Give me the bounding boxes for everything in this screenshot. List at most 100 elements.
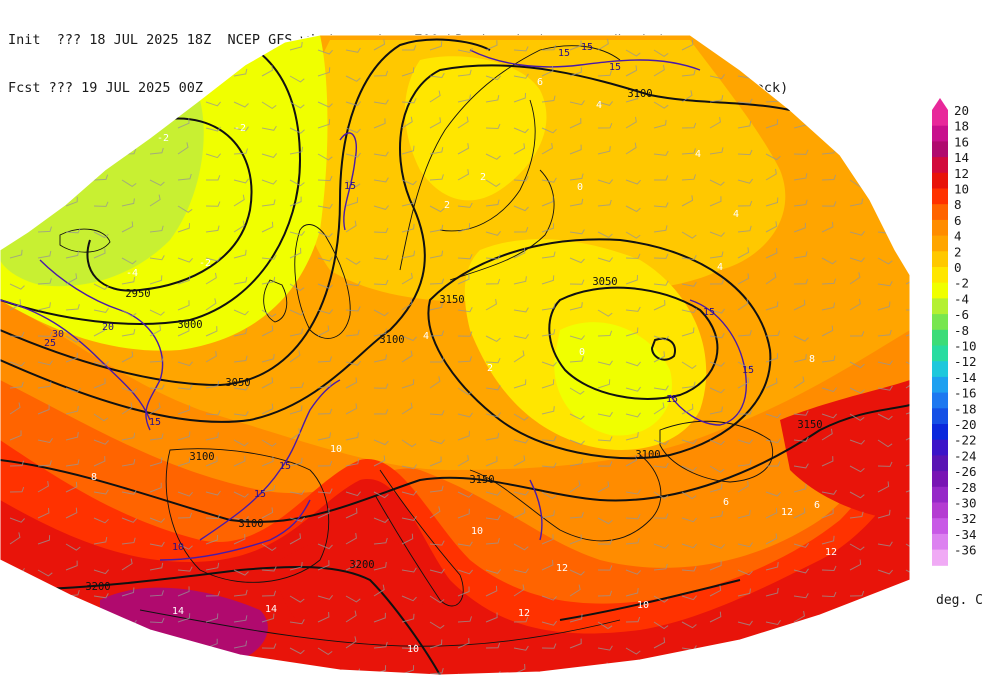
wind-barb (121, 647, 137, 654)
wind-barb (821, 621, 837, 628)
colorbar-tick-label: 12 (954, 166, 969, 181)
wind-barb (289, 41, 303, 51)
temperature-label: -2 (234, 123, 246, 134)
wind-barb (625, 116, 637, 129)
colorbar-tick-label: -10 (954, 339, 977, 354)
wind-barb (625, 616, 641, 623)
wind-barb (373, 279, 389, 286)
wind-barb (373, 641, 388, 649)
colorbar-swatch (932, 455, 948, 472)
wind-barb (793, 673, 809, 675)
wind-barb (681, 39, 694, 51)
wind-barb (429, 439, 445, 445)
wind-barb (681, 465, 697, 472)
wind-barb (9, 673, 25, 675)
wind-barb (261, 325, 274, 337)
wind-barb (653, 513, 669, 519)
wind-barb (205, 456, 218, 467)
wind-barb (765, 673, 781, 675)
wind-barb (261, 153, 277, 158)
wind-barb (877, 281, 893, 287)
wind-barb (709, 465, 725, 473)
wind-barb (513, 543, 529, 551)
wind-barb (37, 196, 50, 207)
wind-barb (9, 589, 24, 597)
wind-barb (597, 146, 611, 155)
wind-barb (765, 197, 779, 207)
wind-barb (765, 75, 781, 83)
wind-barb (877, 153, 893, 161)
wind-barb (65, 93, 79, 103)
wind-barb (569, 458, 584, 467)
wind-barb (485, 515, 501, 521)
temperature-label: 2 (487, 363, 493, 374)
temperature-label: 0 (579, 347, 585, 358)
wind-barb (709, 147, 724, 155)
wind-barb (793, 68, 807, 77)
wind-barb (261, 221, 274, 233)
wind-barb (401, 665, 415, 675)
wind-barb (317, 309, 333, 315)
wind-barb (289, 75, 305, 83)
wind-barb (625, 386, 642, 392)
wind-barb (121, 459, 136, 467)
wind-barb (597, 38, 609, 51)
wind-barb (65, 459, 80, 467)
wind-barb (765, 40, 778, 51)
wind-barb (37, 250, 52, 259)
wind-barb (709, 196, 722, 207)
wind-barb (737, 588, 751, 597)
temperature-label: -2 (199, 258, 211, 269)
wind-barb (905, 75, 910, 82)
wind-barb (93, 673, 109, 675)
wind-barb (681, 254, 697, 261)
wind-barb (849, 71, 865, 77)
wind-barb (737, 298, 749, 311)
wind-barb (149, 663, 161, 675)
wind-barb (345, 75, 361, 82)
wind-barb (9, 299, 22, 311)
coastline-balkans (469, 454, 662, 542)
wind-barb (737, 542, 753, 548)
wind-barb (401, 335, 417, 342)
wind-barb (513, 507, 526, 519)
wind-barb (737, 644, 753, 650)
height-contour-label: 3150 (439, 294, 464, 306)
wind-barb (625, 93, 639, 103)
wind-barb (849, 257, 865, 263)
wind-barb (429, 456, 442, 467)
wind-barb (821, 355, 836, 363)
wind-barb (597, 621, 613, 630)
wind-barb (597, 481, 610, 493)
wind-barb (765, 413, 781, 419)
wind-barb (541, 379, 555, 389)
wind-barb (9, 486, 25, 493)
wind-barb (653, 280, 669, 286)
wind-barb (65, 304, 80, 311)
wind-barb (513, 227, 529, 233)
wind-barb (289, 382, 304, 389)
wind-barb (569, 67, 582, 77)
wind-barb (289, 230, 305, 236)
colorbar-swatch (932, 282, 948, 299)
wind-barb (65, 560, 78, 571)
wind-barb (569, 413, 585, 420)
wind-barb (877, 673, 893, 675)
wind-barb (373, 99, 389, 105)
wind-barb (429, 302, 443, 311)
temperature-label: 6 (537, 77, 543, 88)
wind-barb (709, 647, 725, 654)
wind-barb (765, 221, 778, 233)
temperature-shading (0, 35, 910, 675)
wind-barb (766, 461, 781, 467)
wind-barb (849, 590, 865, 597)
colorbar-arrow (932, 98, 948, 110)
temperature-label: 4 (733, 209, 739, 220)
wind-barb (793, 91, 806, 103)
coastlines (59, 45, 774, 647)
wind-barb (457, 94, 471, 103)
wind-barb (877, 101, 893, 108)
height-contour-label: 3150 (797, 419, 822, 431)
wind-barb (541, 143, 553, 155)
wind-barb (205, 201, 221, 207)
